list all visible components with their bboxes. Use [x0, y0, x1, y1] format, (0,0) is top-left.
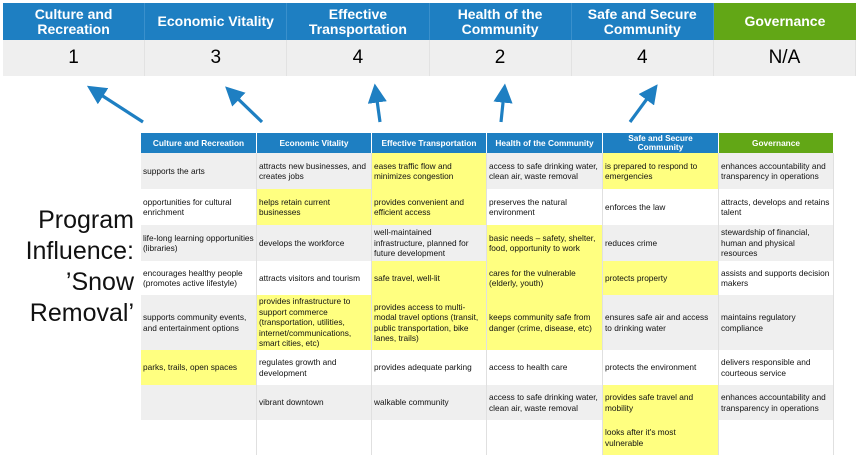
table-cell: walkable community [371, 385, 487, 420]
table-cell: preserves the natural environment [486, 189, 603, 225]
category-header: Safe and Secure Community [571, 3, 714, 40]
table-cell: provides adequate parking [371, 350, 487, 385]
category-score: 3 [145, 40, 288, 76]
category-header: Economic Vitality [145, 3, 288, 40]
arrow-icon [225, 86, 264, 124]
table-header: Safe and Secure Community [602, 133, 719, 153]
score-header: Culture and Recreation Economic Vitality E… [3, 3, 856, 76]
table-row: opportunities for cultural enrichment hel… [141, 189, 834, 225]
table-cell: life-long learning opportunities (librar… [141, 225, 257, 261]
category-score: 1 [3, 40, 146, 76]
table-cell [718, 420, 834, 455]
category-header: Governance [713, 3, 856, 40]
table-cell: provides infrastructure to support comme… [256, 295, 372, 350]
table-cell: delivers responsible and courteous servi… [718, 350, 834, 385]
table-cell: attracts, develops and retains talent [718, 189, 834, 225]
arrow-icon [367, 83, 387, 123]
category-score: N/A [713, 40, 856, 76]
table-cell: vibrant downtown [256, 385, 372, 420]
table-cell: enforces the law [602, 189, 719, 225]
table-row: looks after it's most vulnerable [141, 420, 834, 455]
table-cell: develops the workforce [256, 225, 372, 261]
arrow-icon [493, 83, 513, 123]
table-row: supports the arts attracts new businesses… [141, 153, 834, 189]
table-cell [371, 420, 487, 455]
table-cell: access to health care [486, 350, 603, 385]
table-cell: supports the arts [141, 153, 257, 189]
table-cell: regulates growth and development [256, 350, 372, 385]
table-header: Economic Vitality [256, 133, 372, 153]
table-cell [486, 420, 603, 455]
table-cell: attracts visitors and tourism [256, 261, 372, 295]
category-score: 4 [287, 40, 430, 76]
influence-table: Culture and Recreation Economic Vitality E… [141, 133, 834, 455]
table-cell: safe travel, well-lit [371, 261, 487, 295]
category-header: Effective Transportation [287, 3, 430, 40]
table-row: supports community events, and entertain… [141, 295, 834, 350]
table-cell: attracts new businesses, and creates job… [256, 153, 372, 189]
category-score: 4 [571, 40, 714, 76]
table-header: Effective Transportation [371, 133, 487, 153]
table-header: Culture and Recreation [141, 133, 257, 153]
table-row: parks, trails, open spaces regulates grow… [141, 350, 834, 385]
table-cell [256, 420, 372, 455]
table-cell: maintains regulatory compliance [718, 295, 834, 350]
table-cell: cares for the vulnerable (elderly, youth… [486, 261, 603, 295]
table-header: Governance [718, 133, 834, 153]
table-cell: assists and supports decision makers [718, 261, 834, 295]
table-row: vibrant downtown walkable community access… [141, 385, 834, 420]
table-cell: enhances accountability and transparency… [718, 153, 834, 189]
table-cell: ensures safe air and access to drinking … [602, 295, 719, 350]
table-cell: keeps community safe from danger (crime,… [486, 295, 603, 350]
table-cell: provides access to multi-modal travel op… [371, 295, 487, 350]
table-cell: access to safe drinking water, clean air… [486, 153, 603, 189]
category-header: Culture and Recreation [3, 3, 146, 40]
table-cell [141, 385, 257, 420]
category-score: 2 [429, 40, 572, 76]
table-cell: reduces crime [602, 225, 719, 261]
table-cell: encourages healthy people (promotes acti… [141, 261, 257, 295]
table-cell: protects property [602, 261, 719, 295]
table-cell: opportunities for cultural enrichment [141, 189, 257, 225]
program-influence-label: Program Influence: ’Snow Removal’ [25, 206, 134, 327]
arrow-icon [628, 84, 658, 123]
table-cell: access to safe drinking water, clean air… [486, 385, 603, 420]
table-row: encourages healthy people (promotes acti… [141, 261, 834, 295]
table-cell: provides safe travel and mobility [602, 385, 719, 420]
table-cell: supports community events, and entertain… [141, 295, 257, 350]
table-cell: protects the environment [602, 350, 719, 385]
category-header: Health of the Community [429, 3, 572, 40]
table-cell: well-maintained infrastructure, planned … [371, 225, 487, 261]
table-cell: helps retain current businesses [256, 189, 372, 225]
table-cell: basic needs – safety, shelter, food, opp… [486, 225, 603, 261]
table-row: life-long learning opportunities (librar… [141, 225, 834, 261]
table-cell: stewardship of financial, human and phys… [718, 225, 834, 261]
table-cell [141, 420, 257, 455]
table-header: Health of the Community [486, 133, 603, 153]
table-cell: looks after it's most vulnerable [602, 420, 719, 455]
table-cell: provides convenient and efficient access [371, 189, 487, 225]
table-cell: eases traffic flow and minimizes congest… [371, 153, 487, 189]
table-cell: is prepared to respond to emergencies [602, 153, 719, 189]
table-cell: parks, trails, open spaces [141, 350, 257, 385]
arrow-icon [86, 85, 144, 124]
table-cell: enhances accountability and transparency… [718, 385, 834, 420]
